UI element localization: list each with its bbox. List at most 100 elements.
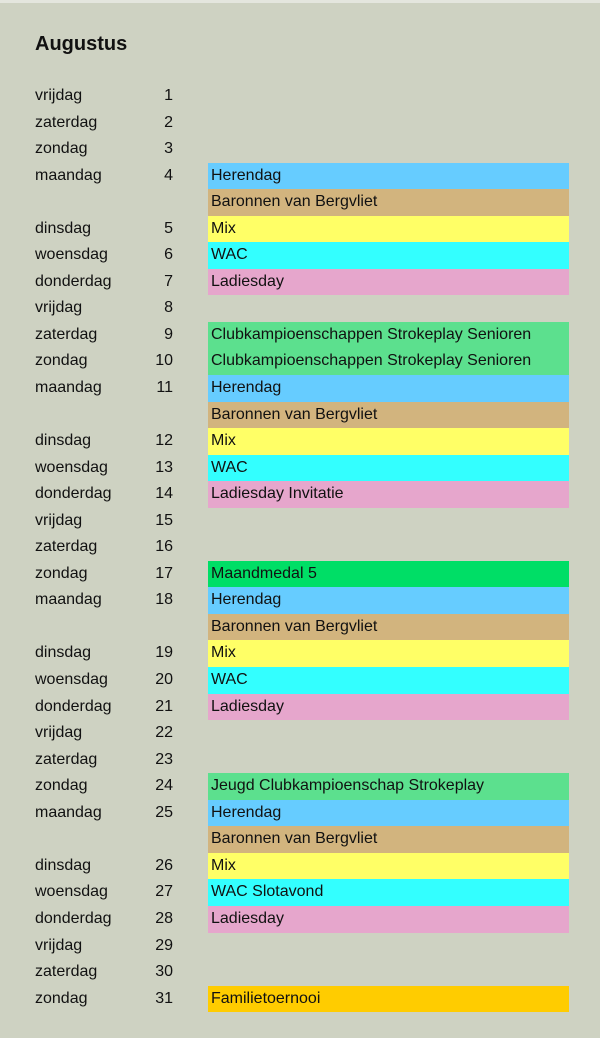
event-cell: Mix	[208, 640, 569, 668]
day-number: 2	[164, 113, 173, 131]
event-cell: Clubkampioenschappen Strokeplay Senioren	[208, 321, 569, 349]
day-number: 6	[164, 246, 173, 264]
event-cell: Ladiesday Invitatie	[208, 481, 569, 508]
calendar-row: donderdag 28 Ladiesday	[0, 905, 600, 933]
calendar-row: dinsdag 19 Mix	[0, 640, 600, 668]
calendar-row: Baronnen van Bergvliet	[0, 826, 600, 853]
calendar-row: dinsdag 5 Mix	[0, 215, 600, 243]
calendar-row: donderdag 7 Ladiesday	[0, 268, 600, 296]
day-number: 12	[155, 432, 173, 450]
calendar-row: zondag 17 Maandmedal 5	[0, 560, 600, 588]
day-number: 23	[155, 750, 173, 768]
calendar-row: maandag 18 Herendag	[0, 587, 600, 614]
day-number: 27	[155, 883, 173, 901]
day-number: 4	[164, 166, 173, 184]
day-number: 21	[155, 697, 173, 715]
weekday: woensdag	[35, 458, 108, 476]
day-number: 29	[155, 936, 173, 954]
calendar-row: Baronnen van Bergvliet	[0, 189, 600, 216]
day-number: 20	[155, 671, 173, 689]
weekday: zaterdag	[35, 750, 98, 768]
weekday: zaterdag	[35, 963, 98, 981]
weekday: zondag	[35, 140, 88, 158]
event-cell: Baronnen van Bergvliet	[208, 189, 569, 216]
calendar-row: zaterdag 2	[0, 110, 600, 137]
event-cell: WAC Slotavond	[208, 879, 569, 906]
calendar-row: vrijdag 29	[0, 933, 600, 960]
day-number: 24	[155, 777, 173, 795]
calendar-row: maandag 4 Herendag	[0, 162, 600, 190]
calendar-row: woensdag 13 WAC	[0, 454, 600, 482]
weekday: donderdag	[35, 909, 112, 927]
weekday: zondag	[35, 777, 88, 795]
day-number: 18	[155, 591, 173, 609]
weekday: donderdag	[35, 485, 112, 503]
weekday: woensdag	[35, 883, 108, 901]
calendar-row: zondag 31 Familietoernooi	[0, 985, 600, 1013]
calendar-row: zondag 3	[0, 136, 600, 163]
weekday: woensdag	[35, 246, 108, 264]
month-title: Augustus	[35, 33, 128, 55]
day-number: 25	[155, 803, 173, 821]
day-number: 17	[155, 564, 173, 582]
weekday: maandag	[35, 591, 102, 609]
calendar-row: vrijdag 15	[0, 508, 600, 535]
weekday: vrijdag	[35, 87, 83, 104]
day-number: 30	[155, 963, 173, 981]
weekday: maandag	[35, 166, 102, 184]
day-number: 8	[164, 299, 173, 317]
weekday: donderdag	[35, 272, 112, 290]
day-number: 15	[155, 511, 173, 529]
day-number: 7	[164, 272, 173, 290]
weekday: zaterdag	[35, 113, 98, 131]
weekday: dinsdag	[35, 432, 92, 450]
weekday: vrijdag	[35, 511, 83, 529]
day-number: 19	[155, 644, 173, 662]
event-cell: Baronnen van Bergvliet	[208, 613, 569, 641]
day-number: 16	[155, 538, 173, 556]
weekday: dinsdag	[35, 219, 92, 237]
calendar-row: vrijdag 8	[0, 295, 600, 322]
calendar-list: vrijdag 1 zaterdag 2 zondag 3 maandag 4 Herendag…	[0, 83, 600, 1013]
calendar-row: Baronnen van Bergvliet	[0, 613, 600, 641]
calendar-row: donderdag 21 Ladiesday	[0, 693, 600, 721]
event-cell: Baronnen van Bergvliet	[208, 401, 569, 429]
event-cell: Maandmedal 5	[208, 560, 569, 588]
day-number: 9	[164, 325, 173, 343]
day-number: 10	[155, 352, 173, 370]
calendar-row: donderdag 14 Ladiesday Invitatie	[0, 481, 600, 508]
event-cell: Clubkampioenschappen Strokeplay Senioren	[208, 348, 569, 376]
event-cell: Herendag	[208, 587, 569, 614]
event-cell: Baronnen van Bergvliet	[208, 826, 569, 853]
day-number: 1	[164, 87, 173, 104]
event-cell: WAC	[208, 667, 569, 694]
weekday: zondag	[35, 564, 88, 582]
calendar-row: Baronnen van Bergvliet	[0, 401, 600, 429]
calendar-row: maandag 25 Herendag	[0, 799, 600, 827]
calendar-row: dinsdag 26 Mix	[0, 852, 600, 880]
day-number: 11	[156, 379, 173, 397]
calendar-row: zaterdag 30	[0, 959, 600, 986]
weekday: vrijdag	[35, 299, 83, 317]
weekday: maandag	[35, 803, 102, 821]
calendar-row: zaterdag 9 Clubkampioenschappen Strokeplay…	[0, 321, 600, 349]
day-number: 31	[155, 989, 173, 1007]
calendar-row: zondag 10 Clubkampioenschappen Strokeplay …	[0, 348, 600, 376]
day-number: 13	[155, 458, 173, 476]
calendar-row: woensdag 27 WAC Slotavond	[0, 879, 600, 906]
calendar-row: zondag 24 Jeugd Clubkampioenschap Strokepl…	[0, 773, 600, 800]
weekday: zaterdag	[35, 325, 98, 343]
calendar-row: maandag 11 Herendag	[0, 375, 600, 402]
event-cell: Familietoernooi	[208, 985, 569, 1013]
event-cell: WAC	[208, 454, 569, 482]
day-number: 5	[164, 219, 173, 237]
weekday: dinsdag	[35, 644, 92, 662]
weekday: vrijdag	[35, 936, 83, 954]
calendar-row: dinsdag 12 Mix	[0, 428, 600, 455]
event-cell: Herendag	[208, 375, 569, 402]
day-number: 26	[155, 856, 173, 874]
calendar-row: woensdag 6 WAC	[0, 242, 600, 269]
event-cell: Jeugd Clubkampioenschap Strokeplay	[208, 773, 569, 800]
event-cell: Ladiesday	[208, 905, 569, 933]
event-cell: Herendag	[208, 162, 569, 190]
